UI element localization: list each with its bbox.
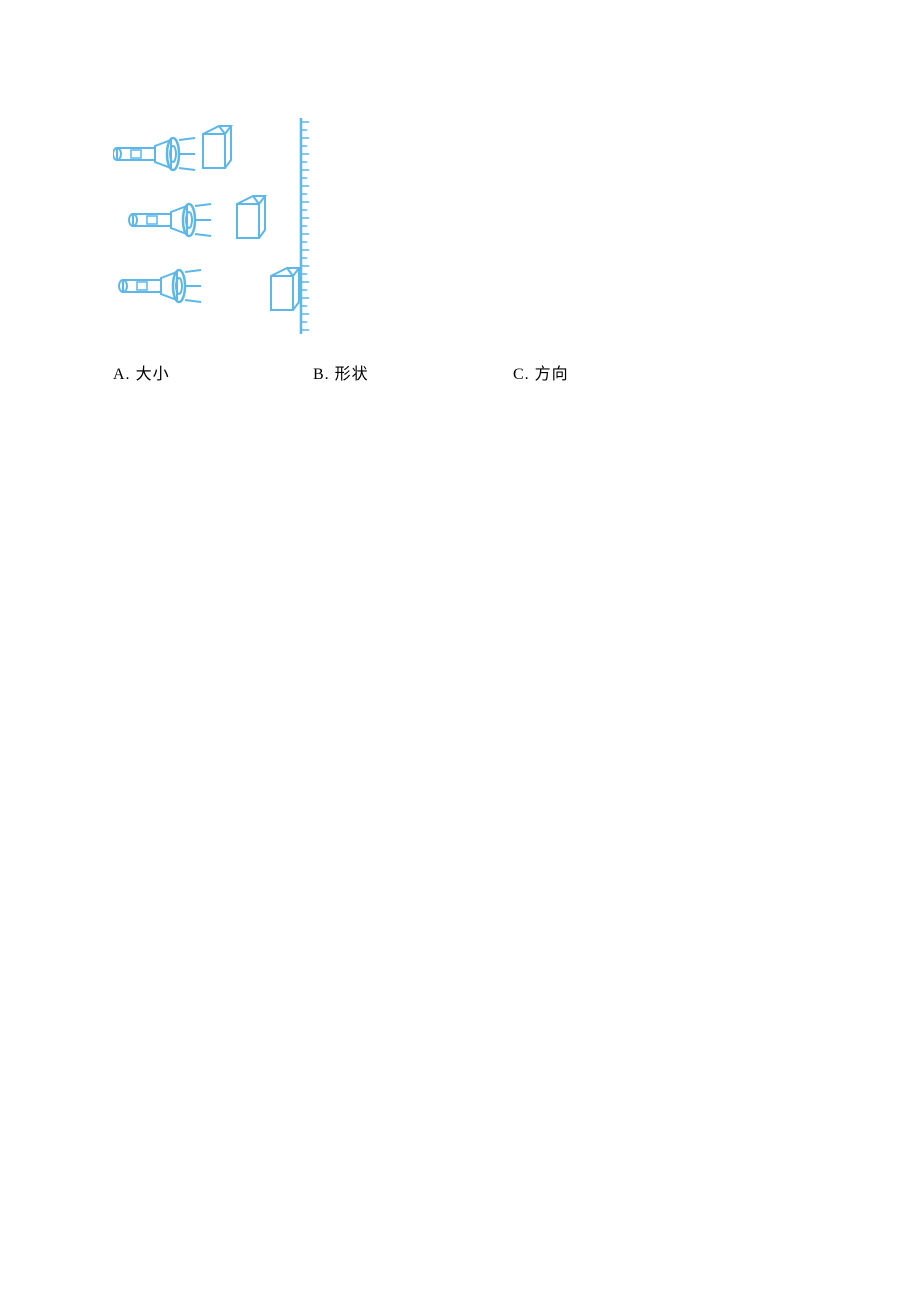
option-b-label: 形状 xyxy=(335,366,369,383)
option-c: C. 方向 xyxy=(513,360,713,384)
box-icon xyxy=(271,268,299,310)
option-b-prefix: B. xyxy=(313,366,330,383)
answer-options: A. 大小 B. 形状 C. 方向 xyxy=(113,360,713,384)
flashlight-icon xyxy=(119,270,201,302)
option-b: B. 形状 xyxy=(313,360,513,384)
ruler-icon xyxy=(301,118,309,334)
option-a: A. 大小 xyxy=(113,360,313,384)
flashlight-icon xyxy=(129,204,211,236)
shadow-experiment-illustration xyxy=(113,118,309,334)
option-a-prefix: A. xyxy=(113,366,131,383)
box-icon xyxy=(237,196,265,238)
flashlight-icon xyxy=(113,138,195,170)
box-icon xyxy=(203,126,231,168)
option-c-prefix: C. xyxy=(513,366,530,383)
experiment-svg xyxy=(113,118,309,334)
option-a-label: 大小 xyxy=(136,366,170,383)
option-c-label: 方向 xyxy=(535,366,569,383)
